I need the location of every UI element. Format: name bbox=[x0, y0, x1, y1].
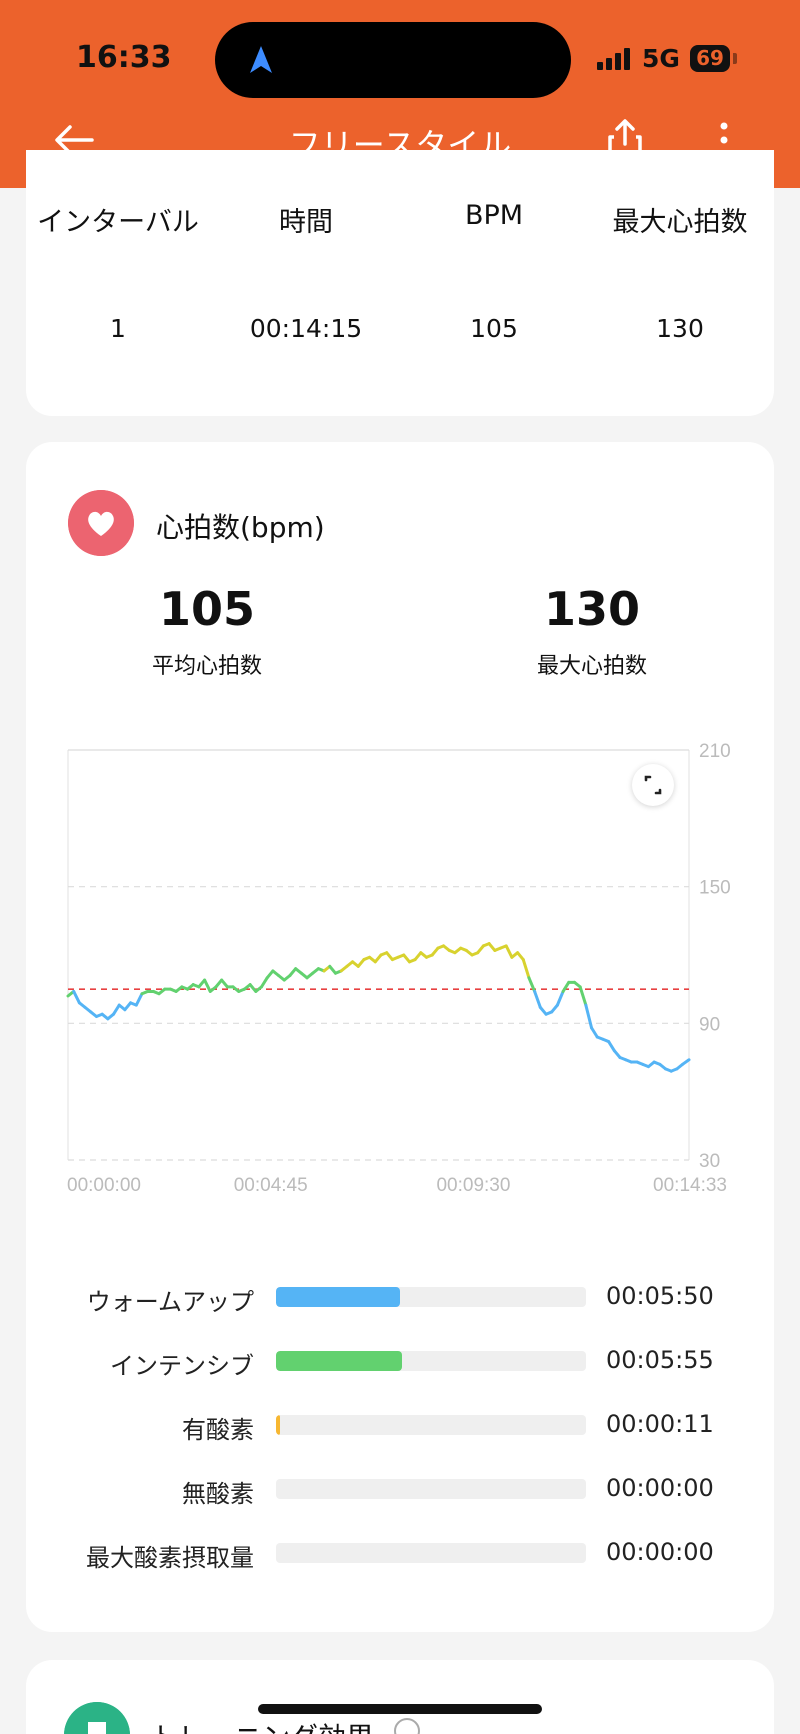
table-header-max-hr: 最大心拍数 bbox=[612, 207, 748, 238]
zone-time: 00:05:50 bbox=[606, 1282, 714, 1310]
status-time: 16:33 bbox=[76, 40, 172, 75]
zone-bar-track bbox=[276, 1351, 586, 1371]
zone-bar-track bbox=[276, 1287, 586, 1307]
max-hr-label: 最大心拍数 bbox=[536, 654, 647, 679]
home-indicator bbox=[258, 1704, 542, 1714]
zone-label: 無酸素 bbox=[182, 1480, 254, 1508]
hr-line-segment bbox=[584, 1003, 594, 1030]
hr-line-segment bbox=[134, 992, 144, 1007]
zone-bar-track bbox=[276, 1543, 586, 1563]
x-tick-label: 00:09:30 bbox=[436, 1175, 510, 1196]
table-header-interval: インターバル bbox=[37, 207, 199, 238]
zone-time: 00:00:11 bbox=[606, 1410, 714, 1438]
hr-line-segment bbox=[521, 958, 531, 980]
hr-line-segment bbox=[590, 1026, 599, 1039]
interval-card bbox=[26, 150, 774, 416]
dynamic-island bbox=[215, 22, 571, 98]
hr-line-segment bbox=[203, 978, 212, 993]
expand-icon[interactable] bbox=[632, 764, 674, 806]
x-tick-label: 00:00:00 bbox=[67, 1175, 141, 1196]
heart-rate-chart: 210 150 90 30 00:00:00 00:04:45 00:09:30 00:14:… bbox=[66, 741, 731, 1196]
battery-tip bbox=[733, 53, 737, 64]
hr-line-segment bbox=[259, 976, 269, 989]
zone-time: 00:00:00 bbox=[606, 1474, 714, 1502]
table-cell-interval: 1 bbox=[110, 314, 126, 343]
table-cell-max-hr: 130 bbox=[656, 314, 704, 343]
training-effect-title: トレーニング効果 bbox=[150, 1716, 374, 1734]
table-cell-bpm: 105 bbox=[470, 314, 518, 343]
table-header-time: 時間 bbox=[279, 207, 333, 238]
hr-line-segment bbox=[112, 1003, 121, 1016]
max-hr-value: 130 bbox=[543, 582, 641, 636]
hr-line-segment bbox=[527, 976, 537, 993]
hr-line-segment bbox=[681, 1058, 691, 1066]
table-cell-time: 00:14:15 bbox=[249, 314, 363, 343]
zone-time: 00:05:55 bbox=[606, 1346, 714, 1374]
signal-icon bbox=[597, 48, 630, 70]
hr-line-segment bbox=[555, 989, 565, 1007]
zone-bar-track bbox=[276, 1479, 586, 1499]
y-tick-label: 150 bbox=[699, 878, 731, 899]
zone-bar-fill bbox=[276, 1351, 402, 1371]
y-tick-label: 210 bbox=[699, 741, 731, 762]
hr-line-segment bbox=[504, 944, 514, 959]
zone-time: 00:00:00 bbox=[606, 1538, 714, 1566]
heart-rate-title: 心拍数(bpm) bbox=[156, 511, 325, 544]
battery-icon: 69 bbox=[690, 45, 730, 72]
network-label: 5G bbox=[642, 44, 680, 73]
zone-label: 有酸素 bbox=[182, 1416, 254, 1444]
hr-line-segment bbox=[578, 985, 588, 1007]
avg-hr-value: 105 bbox=[158, 582, 256, 636]
table-header-bpm: BPM bbox=[464, 200, 524, 231]
zone-bar-fill bbox=[276, 1287, 400, 1307]
y-tick-label: 90 bbox=[699, 1014, 720, 1035]
info-icon[interactable] bbox=[394, 1718, 420, 1734]
hr-line-segment bbox=[561, 980, 571, 993]
shield-icon bbox=[64, 1702, 130, 1734]
heart-icon bbox=[68, 490, 134, 556]
zone-bar-fill bbox=[276, 1415, 281, 1435]
x-tick-label: 00:04:45 bbox=[234, 1175, 308, 1196]
y-tick-label: 30 bbox=[699, 1151, 720, 1172]
zone-label: インテンシブ bbox=[110, 1352, 254, 1380]
avg-hr-label: 平均心拍数 bbox=[151, 654, 262, 679]
zone-bar-track bbox=[276, 1415, 586, 1435]
x-tick-label: 00:14:33 bbox=[653, 1175, 727, 1196]
zone-label: 最大酸素摂取量 bbox=[86, 1544, 254, 1572]
hr-line-segment bbox=[607, 1040, 616, 1053]
back-arrow-icon[interactable] bbox=[52, 122, 96, 158]
location-arrow-icon bbox=[250, 46, 272, 73]
hr-line-segment bbox=[533, 989, 542, 1009]
zone-label: ウォームアップ bbox=[86, 1288, 254, 1316]
hr-line-segment bbox=[72, 989, 81, 1005]
